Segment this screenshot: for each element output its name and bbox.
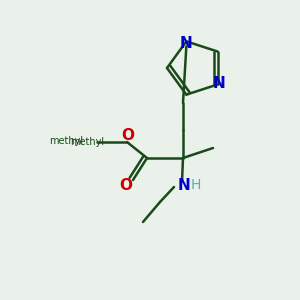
Text: methyl: methyl: [49, 136, 83, 146]
Text: N: N: [178, 178, 190, 193]
Text: methyl: methyl: [70, 137, 104, 147]
Text: O: O: [122, 128, 134, 143]
Text: O: O: [119, 178, 133, 193]
Text: N: N: [212, 76, 225, 91]
Text: H: H: [191, 178, 201, 192]
Text: N: N: [180, 36, 193, 51]
